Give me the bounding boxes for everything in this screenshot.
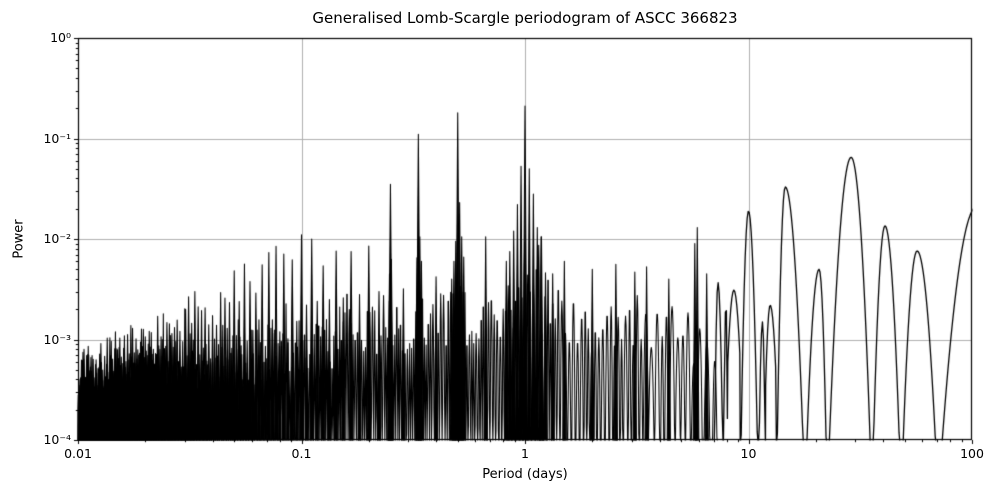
x-axis-label: Period (days) <box>482 467 568 482</box>
x-tick-label: 0.01 <box>64 446 92 461</box>
y-tick-label: 10⁻² <box>43 231 71 246</box>
x-tick-label: 100 <box>960 446 984 461</box>
y-tick-label: 10⁻³ <box>43 331 71 347</box>
y-tick-label: 10⁻¹ <box>43 130 71 146</box>
y-tick-label: 10⁰ <box>50 30 71 45</box>
x-tick-label: 0.1 <box>291 446 312 461</box>
y-tick-label: 10⁻⁴ <box>43 432 71 447</box>
x-tick-label: 1 <box>521 446 529 461</box>
x-tick-label: 10 <box>740 446 757 461</box>
chart-title: Generalised Lomb-Scargle periodogram of … <box>312 9 738 27</box>
